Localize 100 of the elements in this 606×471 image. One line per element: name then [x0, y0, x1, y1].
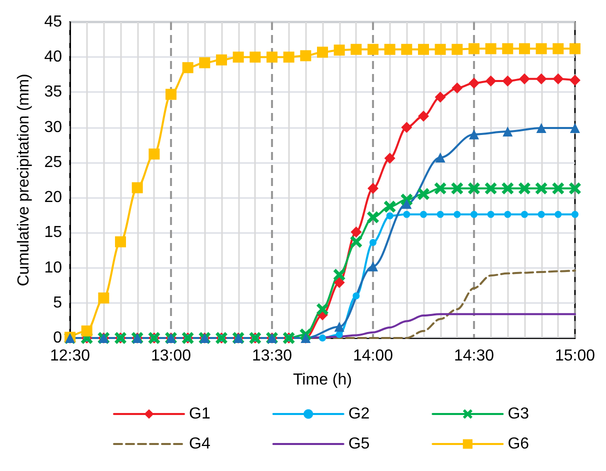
point	[334, 44, 345, 56]
point	[504, 210, 512, 218]
point	[468, 129, 479, 140]
point	[452, 44, 463, 55]
point	[386, 212, 394, 220]
x-tick-label: 15:00	[554, 348, 596, 364]
y-tick-label: 45	[44, 14, 62, 30]
point	[485, 75, 496, 86]
point	[266, 52, 278, 63]
point	[470, 210, 478, 218]
point	[368, 261, 378, 272]
point	[182, 62, 194, 74]
point	[367, 182, 378, 194]
point	[451, 182, 464, 194]
point	[367, 44, 378, 55]
x-tick-label: 14:30	[454, 348, 494, 364]
legend-label: G3	[508, 406, 530, 422]
point	[401, 122, 412, 133]
point	[403, 210, 410, 218]
y-tick-label: 15	[44, 224, 62, 242]
point	[283, 52, 294, 63]
point	[336, 330, 343, 338]
point	[98, 292, 110, 304]
point	[334, 277, 345, 288]
point	[350, 236, 362, 248]
point	[502, 126, 513, 137]
point	[81, 325, 92, 336]
point	[487, 210, 494, 218]
point	[384, 152, 396, 164]
point	[520, 210, 528, 218]
point	[434, 182, 446, 194]
point	[418, 44, 429, 55]
point	[568, 182, 581, 194]
point	[552, 182, 564, 194]
point	[536, 123, 546, 134]
point	[417, 188, 430, 200]
point	[300, 50, 312, 62]
y-tick-label: 5	[53, 294, 62, 312]
point	[502, 75, 514, 86]
point	[369, 239, 376, 246]
point	[318, 334, 326, 342]
x-tick-label: 14:00	[352, 348, 394, 364]
point	[132, 182, 143, 194]
legend-label: G6	[508, 436, 530, 452]
y-tick-label: 20	[44, 189, 62, 206]
y-tick-label: 10	[44, 259, 62, 276]
point	[434, 44, 446, 55]
point	[352, 292, 360, 300]
point	[538, 210, 545, 218]
point	[148, 148, 160, 160]
x-tick-label: 13:30	[252, 348, 292, 364]
point	[384, 44, 396, 55]
point	[333, 268, 346, 281]
point	[366, 211, 379, 224]
y-axis-title: Cumulative precipitation (mm)	[16, 74, 32, 286]
point	[454, 210, 461, 218]
point	[468, 78, 480, 89]
point	[502, 182, 514, 194]
point	[115, 236, 126, 248]
x-tick-label: 13:00	[150, 348, 192, 364]
point	[434, 92, 446, 103]
point	[420, 210, 427, 218]
point	[570, 123, 580, 134]
y-tick-label: 0	[53, 330, 62, 346]
point	[452, 82, 463, 94]
point	[536, 73, 547, 84]
y-tick-label: 30	[44, 118, 62, 136]
legend-label: G5	[348, 436, 370, 452]
legend-label: G4	[189, 436, 210, 452]
legend-label: G1	[189, 406, 210, 422]
point	[552, 43, 564, 54]
point	[535, 182, 548, 194]
point	[536, 43, 547, 54]
point	[552, 73, 564, 84]
x-axis-title: Time (h)	[293, 372, 352, 388]
point	[436, 210, 444, 218]
point	[250, 52, 261, 63]
point	[384, 200, 396, 213]
y-tick-label: 35	[44, 84, 62, 101]
point	[571, 210, 578, 218]
legend-label: G2	[348, 406, 370, 422]
point	[502, 43, 514, 54]
x-tick-label: 12:30	[50, 348, 90, 364]
point	[435, 152, 446, 163]
point	[569, 43, 580, 54]
point	[316, 303, 328, 316]
y-tick-label: 40	[44, 48, 62, 66]
point	[350, 226, 362, 238]
point	[468, 182, 480, 194]
point	[216, 54, 227, 66]
point	[316, 46, 328, 58]
point	[165, 88, 176, 100]
point	[468, 43, 480, 54]
point	[402, 198, 412, 209]
point	[401, 44, 412, 55]
point	[232, 52, 244, 63]
point	[334, 322, 344, 332]
point	[418, 110, 429, 122]
y-tick-label: 25	[44, 154, 62, 171]
point	[350, 44, 362, 55]
